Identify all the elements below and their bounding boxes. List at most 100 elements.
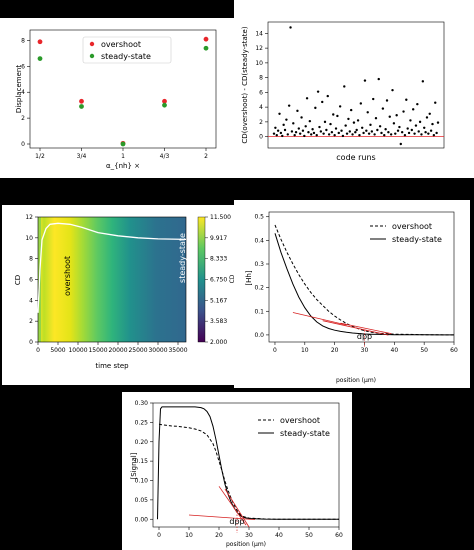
y-tick-label: 0.15	[135, 458, 149, 465]
data-point	[409, 119, 412, 122]
data-point	[434, 101, 437, 104]
data-point	[411, 108, 415, 111]
data-point	[421, 80, 425, 83]
data-point	[432, 133, 436, 137]
data-point	[362, 131, 365, 135]
data-point	[332, 113, 335, 116]
data-point	[407, 131, 411, 135]
y-tick-label: 6	[21, 63, 25, 70]
data-point	[326, 94, 329, 98]
data-point	[369, 123, 372, 127]
data-point	[381, 107, 385, 110]
panel-d-background	[234, 200, 470, 388]
data-point	[376, 128, 379, 132]
colorbar-tick-label: 9.917	[210, 235, 227, 242]
data-point	[410, 128, 414, 132]
series-line-steady-state	[274, 233, 454, 336]
data-point-steady-state	[37, 56, 43, 61]
data-point	[334, 127, 338, 130]
data-point	[356, 119, 360, 122]
x-tick-label: 50	[305, 532, 313, 539]
y-tick-label: 0	[259, 134, 263, 141]
x-tick-label: 20	[215, 532, 223, 539]
data-point	[278, 112, 281, 115]
x-tick-label: 1/2	[35, 153, 45, 160]
data-point	[310, 133, 313, 136]
data-point	[367, 132, 371, 135]
y-tick-label: 0	[29, 339, 33, 346]
displacement-chart: 0 2 4 6 8 1/2 3/4 1 4/3 2 Displacement α_{nh} × o…	[15, 29, 217, 170]
data-point	[274, 126, 277, 129]
annotation-overshoot: overshoot	[63, 256, 72, 296]
data-point	[290, 130, 294, 133]
data-point	[297, 127, 301, 130]
y-tick-label: 8	[29, 256, 33, 263]
data-point	[416, 102, 419, 106]
data-point	[395, 114, 398, 117]
data-point	[420, 133, 423, 136]
y-tick-label: 10	[255, 60, 263, 67]
y-tick-label: 0	[21, 141, 25, 148]
data-point	[423, 126, 426, 129]
panel-b-background	[234, 0, 474, 178]
data-point	[307, 131, 310, 134]
colorbar-tick-label: 6.750	[210, 277, 227, 284]
data-point	[296, 109, 299, 113]
x-axis-label: time step	[95, 362, 129, 370]
data-point	[399, 142, 402, 146]
data-point	[427, 132, 430, 135]
y-tick-label: 0.5	[254, 214, 264, 221]
tangent-line	[322, 320, 389, 336]
data-point	[349, 108, 353, 112]
x-tick-label: 0	[273, 347, 277, 354]
y-axis-label: [Signal]	[130, 452, 138, 479]
dpp-annotation: dpp	[357, 332, 372, 341]
legend-label-overshoot: overshoot	[101, 40, 141, 49]
data-point	[318, 125, 321, 129]
y-tick-label: 0.3	[254, 261, 264, 268]
x-tick-label: 60	[335, 532, 343, 539]
x-tick-label: 10000	[68, 347, 87, 354]
y-tick-label: 12	[255, 45, 263, 52]
colorbar-ticks: 11.500 9.917 8.333 6.750 5.167 3.583 2.000	[205, 214, 231, 346]
data-point	[391, 88, 394, 92]
plot-area: 0 2 4 6 8 1/2 3/4 1 4/3 2	[21, 36, 209, 160]
x-tick-label: 4/3	[160, 153, 170, 160]
data-point	[392, 122, 396, 125]
x-tick-label: 40	[275, 532, 283, 539]
legend: overshoot steady-state	[370, 222, 442, 244]
plot-area: 0.00 0.05 0.10 0.15 0.20 0.25 0.30 0 10 20 30 40 50 6…	[135, 400, 343, 539]
data-point	[363, 79, 367, 82]
data-point	[359, 102, 363, 105]
x-tick-label: 0	[36, 347, 40, 354]
data-point	[311, 128, 314, 131]
data-point	[425, 116, 429, 119]
y-axis-label: Displacement	[15, 65, 23, 113]
data-point	[272, 132, 276, 135]
data-point-overshoot	[37, 39, 43, 45]
colorbar-tick-label: 11.500	[210, 214, 231, 221]
data-point	[352, 121, 356, 124]
data-point	[345, 132, 349, 135]
data-point	[403, 133, 407, 137]
data-point	[275, 133, 278, 137]
x-tick-label: 50	[420, 347, 428, 354]
y-tick-label: 0.05	[135, 497, 149, 504]
data-point	[373, 133, 376, 136]
data-point	[279, 131, 283, 135]
y-tick-label: 0.00	[135, 516, 149, 523]
data-point	[418, 120, 422, 124]
x-tick-label: 60	[450, 347, 458, 354]
data-point	[405, 98, 408, 101]
x-tick-label: 25000	[128, 347, 147, 354]
y-axis-label: CD(overshoot) - CD(steady-state)	[241, 26, 249, 143]
data-point	[300, 116, 303, 119]
data-point	[406, 127, 409, 130]
y-tick-label: 0.4	[254, 237, 264, 244]
data-point	[325, 128, 328, 132]
data-point	[372, 97, 375, 101]
data-point	[312, 131, 316, 135]
data-point	[365, 129, 368, 132]
dpp-annotation: dpp	[229, 517, 244, 526]
